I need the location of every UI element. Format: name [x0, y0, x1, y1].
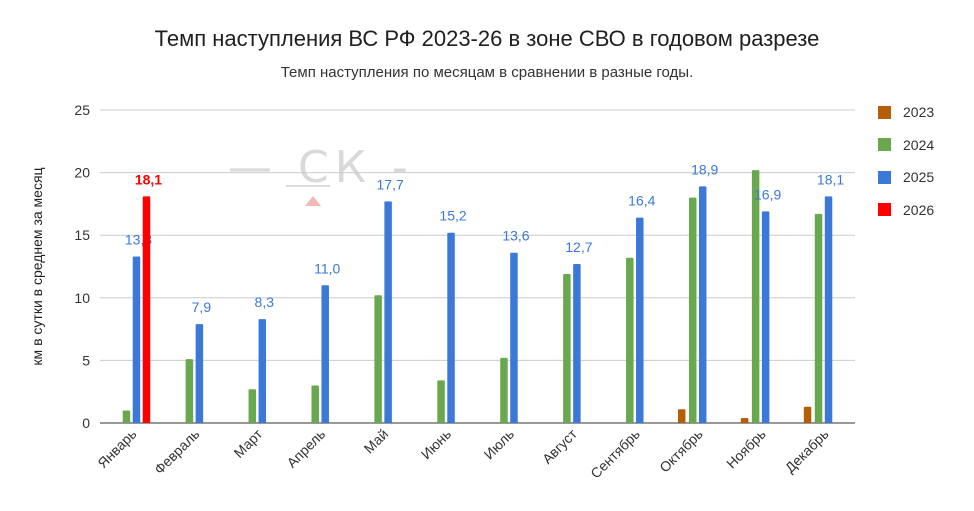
bar-2024 [688, 197, 697, 423]
x-tick-label: Февраль [151, 426, 203, 478]
data-label: 16,9 [754, 186, 781, 202]
data-label: 18,1 [817, 171, 844, 187]
legend-item-2025: 2025 [878, 165, 934, 189]
watermark: — СК - [228, 142, 414, 193]
y-tick-label: 25 [74, 102, 90, 118]
bar-2024 [185, 359, 194, 423]
chart-subtitle: Темп наступления по месяцам в сравнении … [280, 64, 694, 81]
legend-swatch [878, 105, 891, 119]
y-tick-label: 15 [74, 227, 90, 243]
legend-item-2024: 2024 [878, 133, 934, 157]
bar-2025 [698, 186, 707, 423]
chart-title: Темп наступления ВС РФ 2023-26 в зоне СВ… [154, 26, 820, 51]
y-axis-title: км в сутки в среднем за месяц [29, 167, 45, 365]
bar-2024 [563, 274, 571, 423]
bar-2025 [195, 324, 204, 423]
y-tick-label: 20 [74, 165, 90, 181]
x-tick-label: Май [361, 426, 392, 457]
bar-2025 [761, 211, 770, 423]
y-tick-label: 0 [82, 415, 90, 431]
bar-2024 [500, 357, 508, 423]
bar-2024 [751, 170, 760, 423]
bar-2023 [677, 409, 686, 423]
x-tick-label: Август [539, 425, 581, 467]
bar-2025 [132, 256, 141, 423]
bar-2023 [803, 406, 812, 423]
bar-2024 [437, 380, 445, 423]
bar-2025 [258, 319, 267, 423]
x-tick-label: Сентябрь [587, 426, 643, 482]
legend-item-2026: 2026 [878, 198, 934, 222]
x-tick-label: Январь [94, 426, 139, 471]
bar-2024 [311, 385, 319, 423]
x-tick-label: Июнь [418, 426, 454, 462]
data-label: 12,7 [565, 239, 592, 255]
y-tick-label: 10 [74, 290, 90, 306]
x-tick-label: Июль [481, 426, 518, 463]
bar-2025 [636, 217, 644, 423]
bar-2025 [447, 232, 455, 423]
data-label: 11,0 [314, 260, 340, 276]
x-tick-label: Октябрь [656, 426, 706, 476]
bar-2024 [122, 410, 131, 423]
data-label: 13,6 [502, 228, 529, 244]
bar-2026 [142, 196, 151, 423]
legend-item-2023: 2023 [878, 100, 934, 124]
legend-label: 2026 [903, 201, 935, 218]
bar-2025 [510, 252, 518, 423]
data-label: 17,7 [377, 176, 404, 192]
legend-swatch [878, 203, 891, 216]
legend-label: 2024 [903, 136, 935, 153]
data-label: 7,9 [192, 299, 212, 315]
data-label: 18,9 [691, 161, 718, 177]
watermark-triangle [305, 196, 321, 206]
bar-2024 [248, 389, 257, 423]
data-label: 18,1 [135, 171, 162, 187]
bar-2025 [573, 263, 581, 423]
legend-swatch [878, 138, 891, 151]
x-tick-label: Апрель [283, 426, 328, 471]
data-label: 8,3 [255, 294, 275, 310]
x-tick-label: Март [230, 425, 265, 460]
bar-2025 [321, 285, 329, 423]
x-tick-label: Декабрь [782, 426, 832, 476]
bar-2025 [384, 201, 392, 423]
bar-2024 [374, 295, 382, 423]
bar-2024 [626, 257, 634, 423]
legend-label: 2025 [903, 169, 935, 185]
bar-2024 [814, 213, 823, 423]
chart-legend: 2023 2024 2025 2026 [878, 100, 934, 230]
bar-2023 [740, 417, 749, 423]
data-label: 16,4 [628, 193, 655, 209]
legend-label: 2023 [903, 104, 935, 120]
bar-2025 [824, 196, 833, 423]
y-tick-label: 5 [82, 352, 90, 368]
x-tick-label: Ноябрь [723, 426, 769, 472]
legend-swatch [878, 170, 891, 184]
data-label: 15,2 [439, 208, 466, 224]
